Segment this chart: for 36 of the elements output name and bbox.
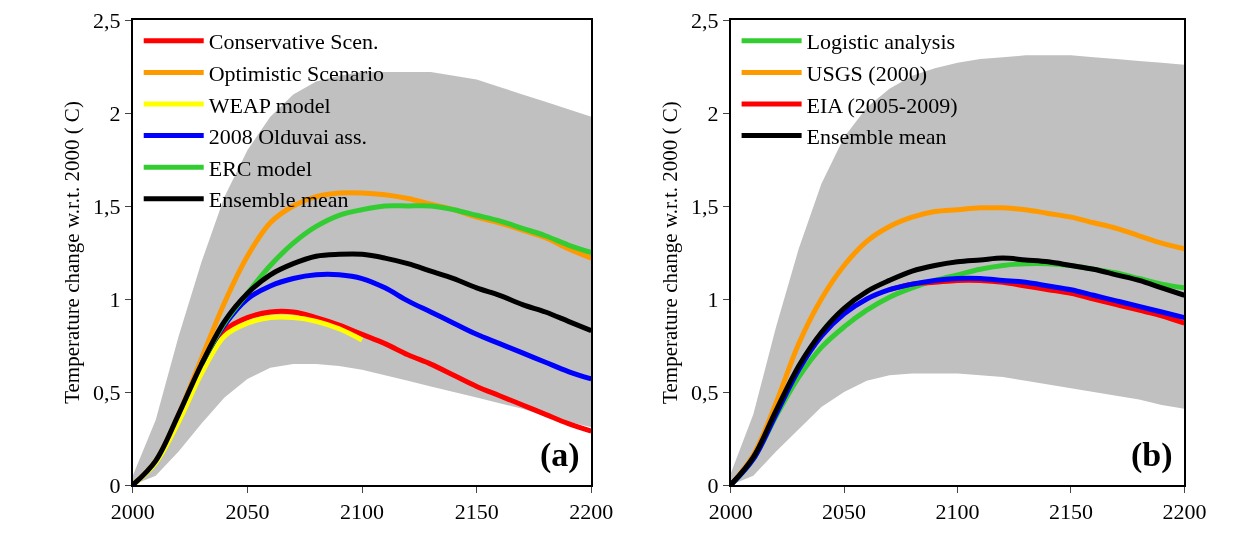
legend-label: ERC model <box>208 155 312 181</box>
x-tick-label: 2100 <box>935 499 980 525</box>
y-axis-title: Temperature change w.r.t. 2000 ( C) <box>657 101 682 404</box>
x-tick-label: 2000 <box>708 499 753 525</box>
legend-label: Optimistic Scenario <box>208 60 385 86</box>
legend-label: Ensemble mean <box>208 187 349 213</box>
y-tick-label: 2,5 <box>690 7 719 33</box>
legend-label: USGS (2000) <box>806 60 928 86</box>
y-tick-label: 1 <box>109 286 121 312</box>
annotation: (a) <box>540 436 580 474</box>
legend-label: WEAP model <box>208 92 331 118</box>
annotation: (b) <box>1131 436 1173 474</box>
y-tick-label: 2,5 <box>93 7 121 33</box>
y-tick-label: 2 <box>707 100 719 126</box>
y-tick-label: 1,5 <box>690 193 719 219</box>
y-tick-label: 1 <box>707 286 719 312</box>
x-tick-label: 2100 <box>340 499 385 525</box>
x-tick-label: 2050 <box>225 499 270 525</box>
y-tick-label: 0 <box>109 472 121 498</box>
legend-label: Conservative Scen. <box>208 29 379 55</box>
x-tick-label: 2050 <box>822 499 867 525</box>
x-tick-label: 2200 <box>1162 499 1207 525</box>
y-tick-label: 0 <box>707 472 719 498</box>
y-axis-title: Temperature change w.r.t. 2000 ( C) <box>59 101 84 404</box>
y-tick-label: 1,5 <box>93 193 121 219</box>
y-tick-label: 0,5 <box>690 379 719 405</box>
y-tick-label: 2 <box>109 100 121 126</box>
legend-label: EIA (2005-2009) <box>806 92 958 118</box>
y-tick-label: 0,5 <box>93 379 121 405</box>
legend-label: Ensemble mean <box>806 124 947 150</box>
x-tick-label: 2200 <box>569 499 614 525</box>
x-tick-label: 2000 <box>110 499 155 525</box>
x-tick-label: 2150 <box>454 499 499 525</box>
x-tick-label: 2150 <box>1048 499 1093 525</box>
legend-label: 2008 Olduvai ass. <box>208 124 367 150</box>
legend-label: Logistic analysis <box>806 29 956 55</box>
